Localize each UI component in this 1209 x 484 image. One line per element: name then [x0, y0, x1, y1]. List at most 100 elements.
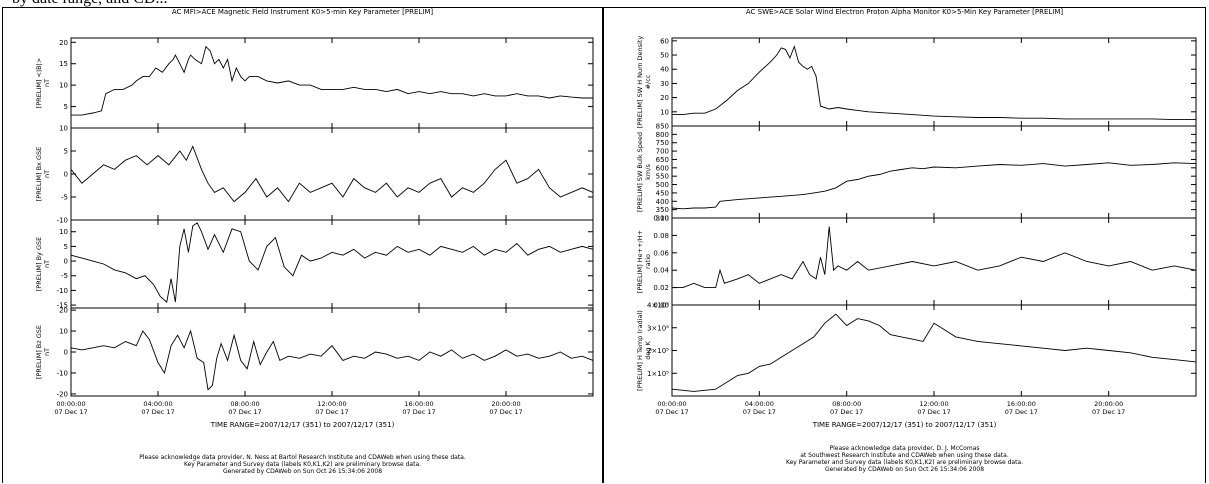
series-line	[672, 45, 1196, 121]
x-tick-label: 08:00:00	[832, 400, 861, 408]
y-tick-label: 700	[656, 148, 669, 156]
top-clipped-text: by date range, and CD...	[12, 0, 168, 8]
y-tick-label: 0.04	[653, 267, 669, 275]
y-tick-label: 750	[656, 139, 669, 147]
panel-2: -15 -10 -5 0 5 10 [PRELIM] By GSE nT	[35, 219, 594, 310]
x-tick-label: 20:00:00	[491, 400, 520, 408]
y-tick-label: 5	[64, 148, 68, 156]
swe-plots: 10 20 30 40 50 60 [PRELIM] SW H Num Density #/c…	[636, 36, 1197, 416]
y-tick-label: -20	[57, 390, 68, 398]
y-axis-unit: nT	[43, 170, 51, 178]
x-tick-label: 16:00:00	[1007, 400, 1036, 408]
y-tick-label: -5	[61, 272, 68, 280]
y-tick-label: 15	[59, 60, 68, 68]
y-tick-label: 0.08	[653, 232, 669, 240]
x-tick-label: 04:00:00	[745, 400, 774, 408]
x-tick-date-label: 07 Dec 17	[402, 408, 435, 416]
y-tick-label: 10	[660, 108, 669, 116]
y-axis-label: [PRELIM] By GSE	[35, 237, 43, 291]
panel-frame	[671, 217, 1197, 306]
x-tick-date-label: 07 Dec 17	[54, 408, 87, 416]
y-axis-label: [PRELIM] He++/H+	[636, 230, 644, 293]
y-tick-label: 60	[660, 37, 669, 45]
y-axis-unit: nT	[43, 79, 51, 87]
y-tick-label: 10	[59, 328, 68, 336]
x-tick-label: 16:00:00	[404, 400, 433, 408]
y-tick-label: 600	[656, 164, 669, 172]
series-line	[671, 162, 1197, 210]
y-tick-label: -10	[57, 217, 68, 225]
x-tick-label: 12:00:00	[919, 400, 948, 408]
y-tick-label: 500	[656, 181, 669, 189]
panel-3: -20 -10 0 10 20 [PRELIM] Bz GSE nT	[35, 307, 594, 398]
y-tick-label: 1×10⁵	[647, 370, 669, 378]
y-tick-label: 0.06	[653, 249, 669, 257]
x-tick-label: 12:00:00	[317, 400, 346, 408]
y-axis-unit: #/cc	[644, 74, 652, 89]
series-line	[70, 145, 594, 203]
swe-footer-line-4: Generated by CDAWeb on Sun Oct 26 15:34:…	[824, 466, 985, 473]
x-tick-label: 04:00:00	[143, 400, 172, 408]
x-tick-date-label: 07 Dec 17	[1092, 408, 1125, 416]
y-tick-label: 10	[59, 125, 68, 133]
y-tick-label: 850	[656, 123, 669, 131]
panel-frame	[671, 37, 1197, 127]
mfi-footer-line-1: Please acknowledge data provider, N. Nes…	[139, 454, 466, 461]
y-tick-label: 3×10⁵	[647, 324, 669, 332]
x-tick-date-label: 07 Dec 17	[315, 408, 348, 416]
x-tick-label: 20:00:00	[1094, 400, 1123, 408]
y-tick-label: 50	[660, 52, 669, 60]
y-axis-label: [PRELIM] Bz GSE	[35, 325, 43, 379]
panel-frame	[70, 219, 594, 309]
swe-footer-line-3: Key Parameter and Survey data (labels K0…	[785, 459, 1024, 466]
y-axis-unit: nT	[43, 260, 51, 268]
mfi-title: AC MFI>ACE Magnetic Field Instrument K0>…	[171, 8, 434, 16]
series-line	[70, 222, 594, 303]
y-axis-unit: deg K	[644, 340, 652, 359]
series-line	[671, 313, 1197, 392]
x-tick-date-label: 07 Dec 17	[141, 408, 174, 416]
y-tick-label: -10	[57, 287, 68, 295]
swe-figure: AC SWE>ACE Solar Wind Electron Proton Al…	[603, 7, 1206, 483]
mfi-footer-line-2: Key Parameter and Survey data (labels K0…	[183, 461, 422, 468]
y-axis-label: [PRELIM] SW H Num Density	[636, 36, 644, 129]
x-tick-date-label: 07 Dec 17	[830, 408, 863, 416]
mfi-figure: AC MFI>ACE Magnetic Field Instrument K0>…	[2, 7, 603, 483]
x-tick-date-label: 07 Dec 17	[1005, 408, 1038, 416]
panel-4: 10 20 30 40 50 60 [PRELIM] SW H Num Density #/c…	[636, 36, 1197, 129]
y-tick-label: 10	[59, 82, 68, 90]
y-tick-label: 10	[59, 228, 68, 236]
y-tick-label: -5	[61, 194, 68, 202]
y-tick-label: 450	[656, 189, 669, 197]
swe-footer-line-2: at Southwest Research Institute and CDAW…	[800, 452, 1009, 459]
y-axis-unit: ratio	[644, 254, 652, 269]
mfi-footer-line-3: Generated by CDAWeb on Sun Oct 26 15:34:…	[222, 468, 383, 475]
y-axis-unit: nT	[43, 348, 51, 356]
x-tick-date-label: 07 Dec 17	[489, 408, 522, 416]
x-tick-date-label: 07 Dec 17	[228, 408, 261, 416]
panel-frame	[671, 125, 1197, 219]
mfi-time-range: TIME RANGE=2007/12/17 (351) to 2007/12/1…	[210, 421, 395, 429]
x-tick-label: 00:00:00	[56, 400, 85, 408]
panel-frame	[70, 307, 594, 397]
y-tick-label: 4×10⁵	[647, 302, 669, 310]
panel-frame	[671, 304, 1197, 397]
y-tick-label: 400	[656, 198, 669, 206]
swe-footer-line-1: Please acknowledge data provider, D. J. …	[829, 445, 980, 452]
y-tick-label: 20	[59, 39, 68, 47]
x-tick-date-label: 07 Dec 17	[655, 408, 688, 416]
swe-time-range: TIME RANGE=2007/12/17 (351) to 2007/12/1…	[812, 421, 997, 429]
swe-title: AC SWE>ACE Solar Wind Electron Proton Al…	[745, 8, 1064, 16]
y-tick-label: -15	[57, 302, 68, 310]
y-tick-label: 550	[656, 173, 669, 181]
y-axis-unit: km/s	[644, 164, 652, 180]
y-tick-label: 0	[64, 349, 68, 357]
series-line	[71, 45, 593, 116]
y-tick-label: 40	[660, 66, 669, 74]
y-tick-label: 0	[64, 258, 68, 266]
y-tick-label: 0.10	[653, 215, 669, 223]
panel-frame	[70, 127, 594, 221]
y-tick-label: 20	[660, 94, 669, 102]
